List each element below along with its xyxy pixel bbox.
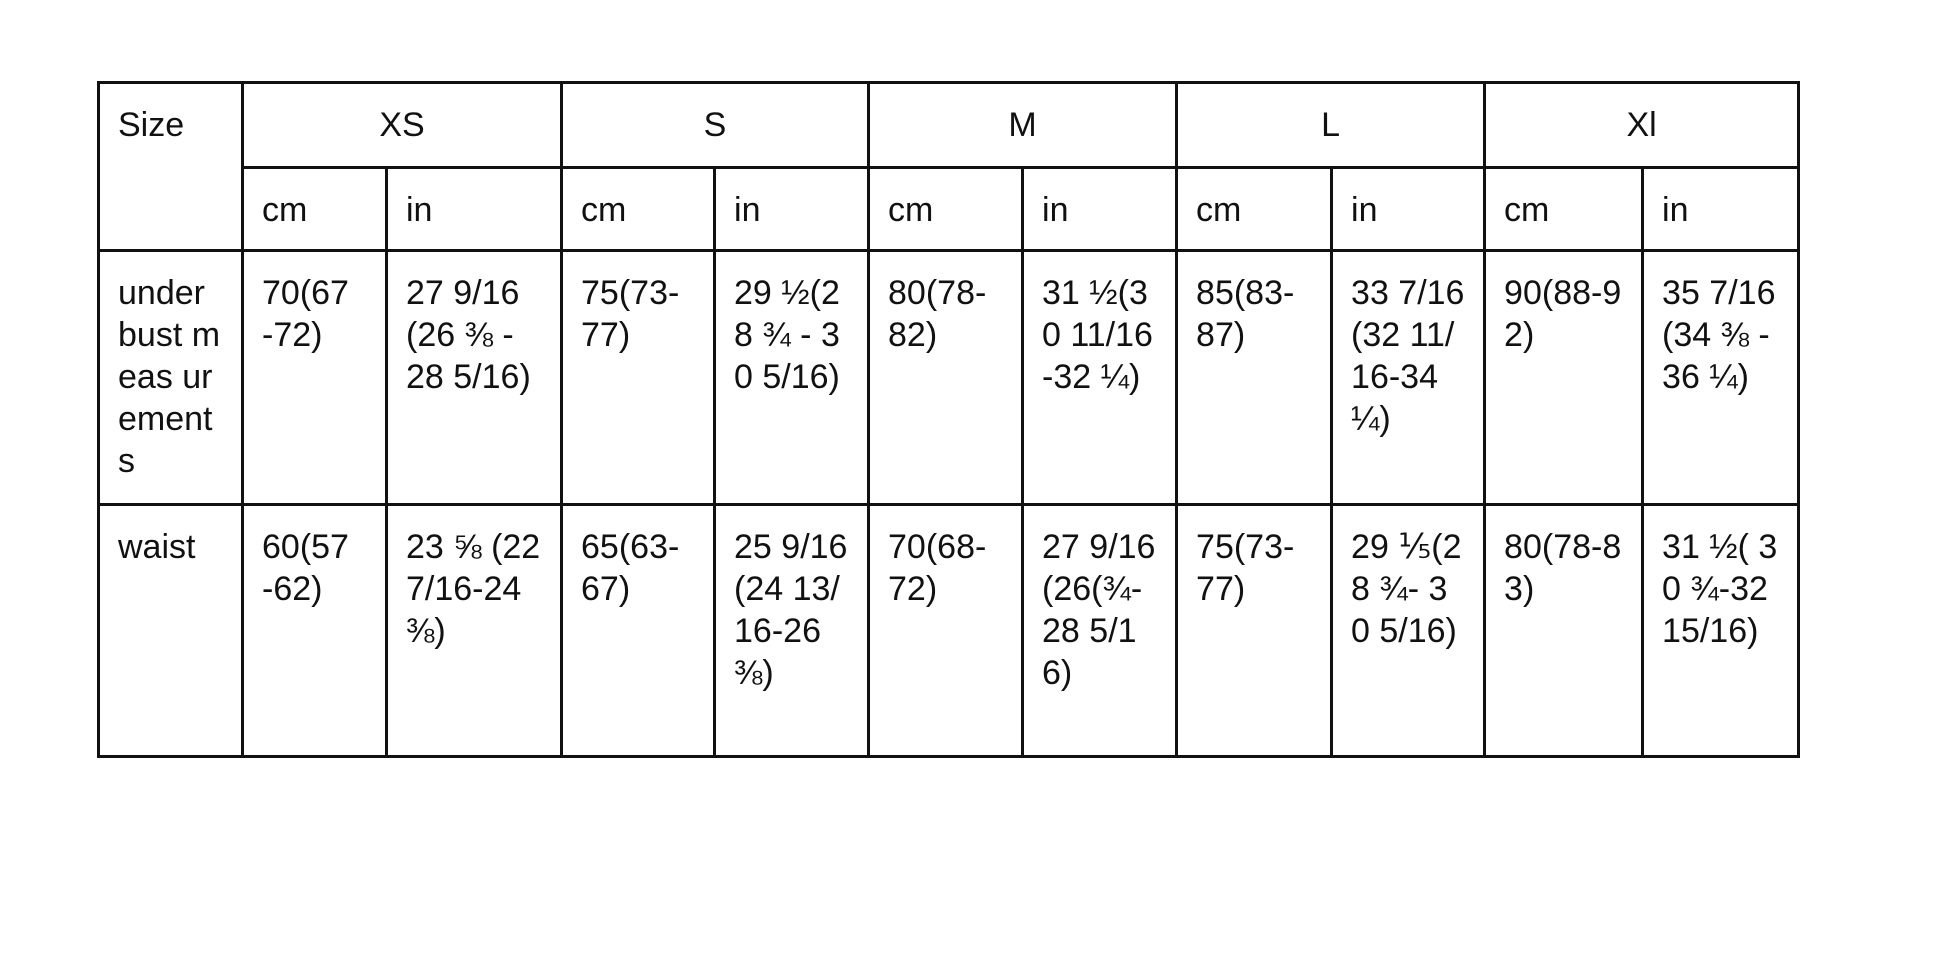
unit-header: in [1641,166,1801,252]
size-s-header: S [560,81,871,169]
unit-header: in [1330,166,1487,252]
unit-header: in [1021,166,1179,252]
unit-header: cm [560,166,717,252]
table-cell: 70(68-72) [867,503,1025,758]
unit-header: cm [1483,166,1645,252]
table-cell: 31 ½( 30 ¾-32 15/16) [1641,503,1801,758]
size-xs-header: XS [240,81,564,169]
table-cell: 27 9/16(26(¾-28 5/16) [1021,503,1179,758]
table-cell: 70(67 -72) [241,249,388,506]
unit-header: cm [867,166,1025,252]
table-row-underbust: under bust meas urements 70(67 -72) 27 9… [97,249,1801,506]
size-xl-header: Xl [1483,81,1801,169]
unit-header: cm [1175,166,1334,252]
table-cell: 80(78-83) [1483,503,1645,758]
corner-label: Size [97,81,244,252]
table-cell: 29 ½(28 ¾ - 30 5/16) [713,249,871,506]
table-cell: 60(57 -62) [241,503,388,758]
table-row-waist: waist 60(57 -62) 23 ⅝ (22 7/16-24 ⅜) 65(… [97,503,1801,758]
table-cell: 65(63-67) [560,503,717,758]
row-label: under bust meas urements [97,249,244,506]
table-cell: 85(83-87) [1175,249,1334,506]
size-m-header: M [867,81,1179,169]
table-cell: 90(88-92) [1483,249,1645,506]
table-cell: 27 9/16 (26 ⅜ - 28 5/16) [384,249,564,506]
table-cell: 75(73-77) [560,249,717,506]
table-cell: 25 9/16(24 13/16-26 ⅜) [713,503,871,758]
size-header-row: Size XS S M L Xl [97,81,1801,252]
row-label: waist [97,503,244,758]
unit-header: in [713,166,871,252]
table-cell: 35 7/16(34 ⅜ - 36 ¼) [1641,249,1801,506]
table-cell: 31 ½(30 11/16-32 ¼) [1021,249,1179,506]
table-cell: 75(73-77) [1175,503,1334,758]
table-cell: 33 7/16 (32 11/16-34 ¼) [1330,249,1487,506]
unit-header: in [384,166,564,252]
table-cell: 23 ⅝ (22 7/16-24 ⅜) [384,503,564,758]
unit-header-row: cm in cm in cm in cm in cm in [99,166,1801,252]
size-l-header: L [1175,81,1487,169]
unit-header: cm [241,166,388,252]
table-cell: 80(78-82) [867,249,1025,506]
table-cell: 29 ⅕(28 ¾- 30 5/16) [1330,503,1487,758]
size-chart-table: Size XS S M L Xl cm in cm in cm in cm in… [97,81,1801,758]
